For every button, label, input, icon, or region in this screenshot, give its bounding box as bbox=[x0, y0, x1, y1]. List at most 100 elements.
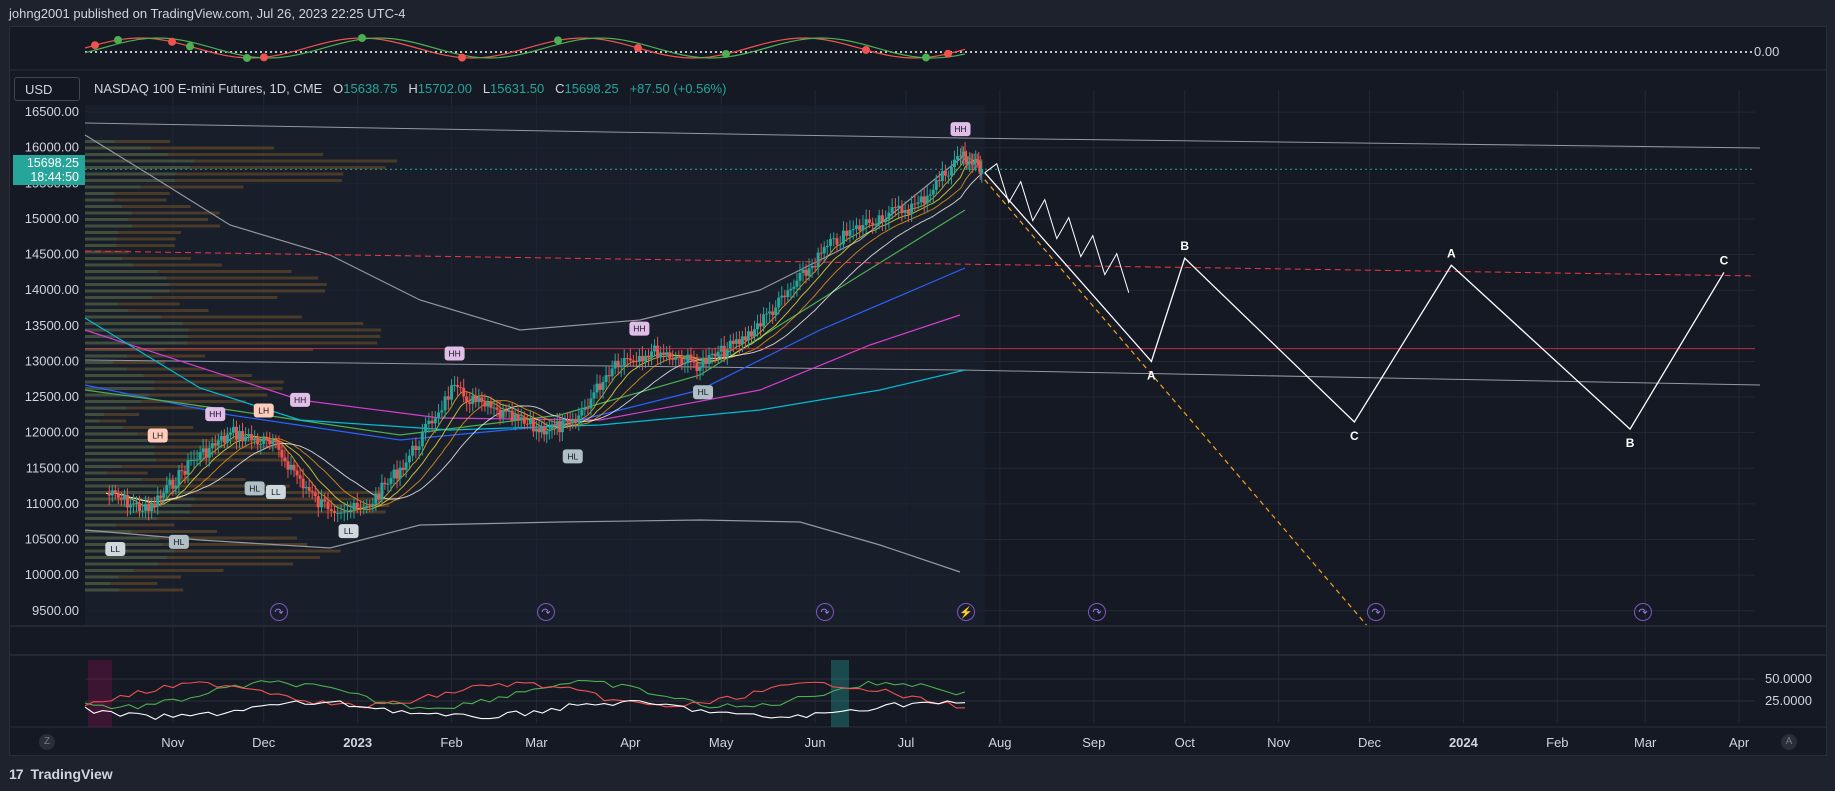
profile-bar bbox=[85, 309, 209, 312]
profile-bar bbox=[85, 439, 147, 442]
candle-body bbox=[940, 171, 944, 181]
swing-label-box bbox=[253, 403, 274, 418]
moving-average-line bbox=[106, 173, 983, 503]
dividends-arrow-icon[interactable]: ↷ bbox=[1088, 603, 1106, 621]
profile-bar bbox=[85, 484, 157, 488]
candle-body bbox=[946, 175, 950, 177]
time-tick-label: Apr bbox=[1729, 735, 1750, 750]
candle-body bbox=[893, 207, 897, 209]
dividends-arrow-icon[interactable]: ↷ bbox=[816, 603, 834, 621]
candle-body bbox=[219, 435, 223, 441]
zoom-reset-button[interactable]: Z bbox=[39, 734, 55, 750]
candle-body bbox=[637, 355, 641, 362]
candle-body bbox=[156, 495, 160, 507]
currency-selector[interactable]: USD bbox=[14, 77, 80, 101]
candle-body bbox=[598, 383, 602, 390]
profile-bar bbox=[85, 406, 127, 410]
profile-bar bbox=[85, 478, 142, 481]
profile-bar bbox=[85, 192, 115, 195]
dividends-arrow-icon[interactable]: ↷ bbox=[270, 603, 288, 621]
profile-bar bbox=[85, 387, 283, 390]
candle-body bbox=[910, 203, 914, 215]
swing-label-text: LH bbox=[152, 430, 163, 440]
swing-label-text: LL bbox=[271, 487, 281, 497]
candle-body bbox=[749, 331, 753, 337]
profile-bar bbox=[85, 504, 390, 507]
swing-label-box bbox=[562, 449, 583, 464]
profile-bar bbox=[85, 536, 297, 540]
earnings-bolt-icon[interactable]: ⚡ bbox=[957, 603, 975, 621]
candle-body bbox=[677, 356, 681, 358]
candle-body bbox=[383, 482, 387, 485]
candle-body bbox=[349, 509, 353, 511]
profile-bar bbox=[85, 244, 175, 247]
time-tick-label: Feb bbox=[1546, 735, 1568, 750]
candle-body bbox=[310, 490, 314, 493]
candle-body bbox=[280, 449, 284, 458]
candle-body bbox=[980, 169, 984, 175]
candle-body bbox=[832, 238, 836, 240]
candle-body bbox=[943, 171, 947, 176]
candle-body bbox=[150, 503, 154, 512]
resistance-dashed-line bbox=[84, 250, 1756, 277]
profile-bar bbox=[85, 432, 138, 436]
signal-dot bbox=[922, 53, 930, 62]
candle-body bbox=[177, 470, 181, 486]
candle-body bbox=[186, 460, 190, 475]
candle-body bbox=[835, 238, 839, 245]
candle-body bbox=[116, 493, 120, 498]
candle-body bbox=[389, 478, 393, 484]
swing-label: LL bbox=[265, 484, 286, 499]
candle-body bbox=[138, 502, 142, 512]
open-value: 15638.75 bbox=[343, 81, 398, 96]
oscillator-green-line bbox=[84, 37, 966, 59]
candle-body bbox=[867, 219, 871, 223]
swing-label-box bbox=[444, 346, 465, 361]
time-tick-label: Aug bbox=[988, 735, 1011, 750]
candle-body bbox=[113, 490, 117, 494]
change-value: +87.50 (+0.56%) bbox=[629, 81, 727, 96]
candle-body bbox=[568, 421, 572, 424]
candle-body bbox=[162, 493, 166, 498]
candle-body bbox=[277, 440, 281, 450]
auto-scale-button[interactable]: A bbox=[1781, 734, 1797, 750]
profile-bar bbox=[85, 367, 205, 371]
profile-bar bbox=[85, 556, 321, 559]
candle-body bbox=[122, 494, 126, 500]
candle-body bbox=[462, 387, 466, 397]
candle-body bbox=[456, 384, 460, 388]
oscillator-series-line bbox=[84, 681, 966, 709]
profile-bar bbox=[85, 491, 190, 494]
candle-body bbox=[683, 363, 687, 365]
oscillator-red-line bbox=[84, 37, 966, 59]
profile-bar bbox=[85, 283, 327, 286]
candle-body bbox=[695, 362, 699, 371]
profile-bar bbox=[85, 257, 191, 260]
wave-label: C bbox=[1350, 429, 1359, 443]
dividends-arrow-icon[interactable]: ↷ bbox=[1634, 603, 1652, 621]
candle-body bbox=[471, 395, 475, 404]
profile-bar bbox=[85, 400, 142, 403]
candle-body bbox=[433, 418, 437, 424]
signal-dot bbox=[458, 53, 466, 62]
swing-label-box bbox=[147, 428, 168, 443]
candle-body bbox=[975, 159, 979, 162]
candle-body bbox=[722, 345, 726, 358]
candle-body bbox=[336, 512, 340, 514]
wave-label: B bbox=[1626, 436, 1635, 450]
candle-body bbox=[459, 387, 463, 389]
profile-bar bbox=[85, 562, 294, 566]
swing-label-text: HL bbox=[173, 537, 184, 547]
candle-body bbox=[701, 358, 705, 368]
candle-body bbox=[374, 493, 378, 504]
profile-bar bbox=[85, 185, 244, 189]
candle-body bbox=[507, 410, 511, 412]
lower-channel-line bbox=[84, 359, 1761, 386]
candle-body bbox=[937, 180, 941, 182]
candle-body bbox=[125, 494, 129, 508]
candle-body bbox=[320, 499, 324, 508]
profile-bar bbox=[85, 354, 206, 358]
dividends-arrow-icon[interactable]: ↷ bbox=[537, 603, 555, 621]
dividends-arrow-icon[interactable]: ↷ bbox=[1367, 603, 1385, 621]
